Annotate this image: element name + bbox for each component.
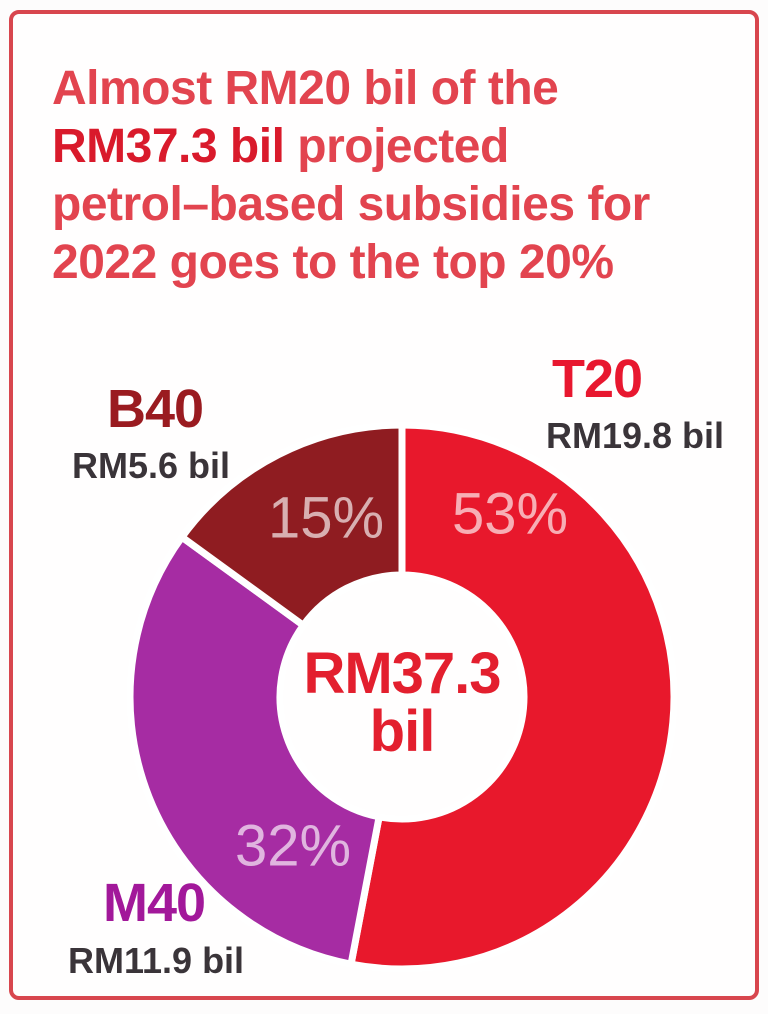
donut-center-total: RM37.3 bil <box>252 645 552 761</box>
headline-line-2-rest: projected <box>284 120 509 173</box>
headline-line-3: petrol–based subsidies for <box>52 178 650 231</box>
headline-line-2: RM37.3 bil projected <box>52 118 728 176</box>
donut-segment-b40 <box>178 421 406 629</box>
donut-segment-m40 <box>126 533 383 968</box>
callout-amount-m40: RM11.9 bil <box>68 940 245 981</box>
headline-bold-figure: RM37.3 bil <box>52 120 285 173</box>
callout-name-t20: T20 <box>552 349 643 409</box>
donut-chart <box>126 421 678 973</box>
infographic-headline: Almost RM20 bil of the RM37.3 bil projec… <box>52 60 728 292</box>
slice-percent-t20: 53% <box>451 481 569 547</box>
headline-line-4: 2022 goes to the top 20% <box>52 236 614 289</box>
callout-name-b40: B40 <box>107 379 204 439</box>
callout-name-m40: M40 <box>103 873 206 933</box>
headline-line-1: Almost RM20 bil of the <box>52 62 559 115</box>
callout-amount-t20: RM19.8 bil <box>546 415 725 456</box>
center-total-unit: bil <box>369 699 436 764</box>
center-total-value: RM37.3 <box>303 641 501 706</box>
donut-segment-t20 <box>347 421 678 973</box>
slice-percent-m40: 32% <box>234 813 352 879</box>
slice-percent-b40: 15% <box>267 485 385 551</box>
callout-amount-b40: RM5.6 bil <box>72 445 231 486</box>
